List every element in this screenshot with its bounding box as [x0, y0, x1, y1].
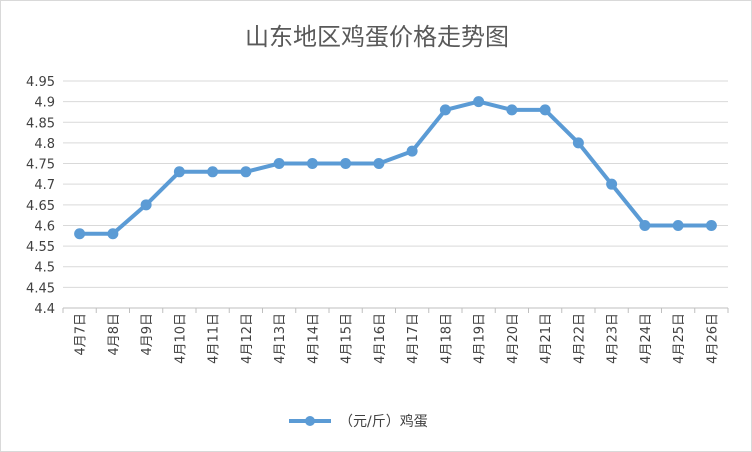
x-tick-label: 4月14日: [306, 313, 321, 364]
x-tick-label: 4月19日: [473, 313, 488, 364]
data-point: [606, 178, 618, 190]
y-tick-label: 4.65: [26, 199, 55, 214]
data-point: [506, 104, 518, 116]
data-point: [107, 228, 119, 240]
y-tick-label: 4.4: [34, 302, 55, 317]
x-tick-label: 4月22日: [572, 313, 587, 364]
data-point: [340, 158, 352, 170]
data-point: [273, 158, 285, 170]
data-point: [439, 104, 451, 116]
y-tick-label: 4.85: [26, 116, 55, 131]
x-tick-label: 4月7日: [74, 313, 89, 356]
data-point: [373, 158, 385, 170]
y-tick-label: 4.5: [34, 261, 55, 276]
y-tick-label: 4.9: [34, 96, 55, 111]
x-axis-ticks: 4月7日 4月8日 4月9日 4月10日 4月11日 4月12日 4月13日 4月14日 4月1…: [62, 307, 729, 364]
x-tick-label: 4月23日: [606, 313, 621, 364]
x-tick-label: 4月8日: [107, 313, 122, 356]
gridlines: [63, 80, 728, 309]
y-tick-label: 4.6: [34, 219, 55, 234]
x-tick-label: 4月11日: [207, 313, 222, 364]
data-point: [306, 158, 318, 170]
y-tick-label: 4.75: [26, 158, 55, 173]
data-point: [207, 166, 219, 178]
data-point: [539, 104, 551, 116]
data-point: [572, 137, 584, 149]
data-point: [173, 166, 185, 178]
data-point: [140, 199, 152, 211]
data-point: [74, 228, 86, 240]
y-tick-label: 4.95: [26, 75, 55, 90]
x-tick-label: 4月15日: [340, 313, 355, 364]
x-tick-label: 4月25日: [672, 313, 687, 364]
x-tick-label: 4月13日: [273, 313, 288, 364]
x-tick-label: 4月9日: [140, 313, 155, 356]
y-tick-label: 4.55: [26, 240, 55, 255]
data-point: [705, 219, 717, 231]
x-tick-label: 4月18日: [439, 313, 454, 364]
x-tick-label: 4月21日: [539, 313, 554, 364]
data-point: [240, 166, 252, 178]
chart-title: 山东地区鸡蛋价格走势图: [245, 23, 509, 51]
data-point: [406, 145, 418, 157]
x-tick-label: 4月10日: [173, 313, 188, 364]
x-tick-label: 4月17日: [406, 313, 421, 364]
data-point: [672, 219, 684, 231]
data-point: [639, 219, 651, 231]
x-tick-label: 4月24日: [639, 313, 654, 364]
series-group: [74, 96, 717, 240]
legend-marker-swatch: [305, 416, 315, 426]
y-axis-ticks: 4.95 4.9 4.85 4.8 4.75 4.7 4.65 4.6 4.55 4.5 4.45 4…: [26, 75, 55, 317]
x-tick-label: 4月26日: [705, 313, 720, 364]
y-tick-label: 4.7: [34, 178, 55, 193]
x-tick-label: 4月16日: [373, 313, 388, 364]
data-point: [473, 96, 485, 108]
y-tick-label: 4.45: [26, 281, 55, 296]
x-tick-label: 4月12日: [240, 313, 255, 364]
y-tick-label: 4.8: [34, 137, 55, 152]
legend-label: （元/斤）鸡蛋: [339, 413, 428, 430]
legend: （元/斤）鸡蛋: [289, 413, 428, 430]
series-line: [77, 99, 714, 236]
x-tick-label: 4月20日: [506, 313, 521, 364]
